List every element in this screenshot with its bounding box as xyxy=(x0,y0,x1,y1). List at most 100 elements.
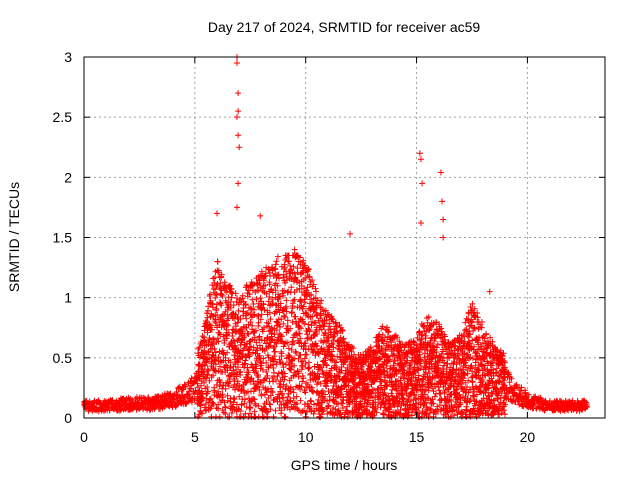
data-point xyxy=(207,395,214,402)
data-point xyxy=(518,384,525,391)
data-point xyxy=(300,375,307,382)
data-point xyxy=(258,311,265,318)
data-point xyxy=(330,344,337,351)
data-point xyxy=(298,383,305,390)
data-point xyxy=(403,385,410,392)
data-point xyxy=(502,364,509,371)
data-point xyxy=(294,269,301,276)
data-point xyxy=(372,399,379,406)
x-tick-label: 10 xyxy=(298,429,314,445)
data-point xyxy=(224,392,231,399)
data-point xyxy=(437,390,444,397)
data-point xyxy=(273,361,280,368)
data-point xyxy=(434,341,441,348)
data-point xyxy=(215,267,222,274)
data-point xyxy=(336,322,343,329)
x-tick-label: 5 xyxy=(191,429,199,445)
data-point xyxy=(300,303,307,310)
data-point xyxy=(394,403,401,410)
data-point xyxy=(234,295,241,302)
y-tick-label: 1.5 xyxy=(53,230,73,246)
data-point xyxy=(500,350,507,357)
data-point xyxy=(477,388,484,395)
data-point xyxy=(194,380,201,387)
data-point xyxy=(297,297,304,304)
data-point xyxy=(291,362,298,369)
data-point xyxy=(257,359,264,366)
data-point xyxy=(437,169,444,176)
data-point xyxy=(271,369,278,376)
data-point xyxy=(333,359,340,366)
data-point xyxy=(305,365,312,372)
data-point xyxy=(109,397,116,404)
data-point xyxy=(239,295,246,302)
data-point xyxy=(421,354,428,361)
data-point xyxy=(469,378,476,385)
data-point xyxy=(222,410,229,417)
data-point xyxy=(216,413,223,420)
data-point xyxy=(258,306,265,313)
data-point xyxy=(261,324,268,331)
data-point xyxy=(280,343,287,350)
data-point xyxy=(393,387,400,394)
data-point xyxy=(313,374,320,381)
data-point xyxy=(481,365,488,372)
data-point xyxy=(420,322,427,329)
data-point xyxy=(225,322,232,329)
data-point xyxy=(399,392,406,399)
data-point xyxy=(209,300,216,307)
data-point xyxy=(291,246,298,253)
data-point xyxy=(328,365,335,372)
data-point xyxy=(227,298,234,305)
data-point xyxy=(427,380,434,387)
data-point xyxy=(212,361,219,368)
data-point xyxy=(324,378,331,385)
data-point xyxy=(523,393,530,400)
data-point xyxy=(249,281,256,288)
data-point xyxy=(415,404,422,411)
data-point xyxy=(268,330,275,337)
data-point xyxy=(265,266,272,273)
data-point xyxy=(269,301,276,308)
data-point xyxy=(479,378,486,385)
data-point xyxy=(250,395,257,402)
data-point xyxy=(212,368,219,375)
data-point xyxy=(256,386,263,393)
data-point xyxy=(584,403,591,410)
data-point xyxy=(480,354,487,361)
data-point xyxy=(369,413,376,420)
data-point xyxy=(322,391,329,398)
data-point xyxy=(408,344,415,351)
data-point xyxy=(210,289,217,296)
data-point xyxy=(484,345,491,352)
data-point xyxy=(210,372,217,379)
data-point xyxy=(228,294,235,301)
data-point xyxy=(302,389,309,396)
data-point xyxy=(467,396,474,403)
data-point xyxy=(201,379,208,386)
data-point xyxy=(253,383,260,390)
y-tick-label: 2.5 xyxy=(53,109,73,125)
data-point xyxy=(286,258,293,265)
data-point xyxy=(290,339,297,346)
data-point xyxy=(309,313,316,320)
data-point xyxy=(537,394,544,401)
data-point xyxy=(260,355,267,362)
data-point xyxy=(296,324,303,331)
data-point xyxy=(216,330,223,337)
data-point xyxy=(278,407,285,414)
data-point xyxy=(347,230,354,237)
data-point xyxy=(277,323,284,330)
data-point xyxy=(231,352,238,359)
data-point xyxy=(379,323,386,330)
data-point xyxy=(315,350,322,357)
data-series xyxy=(81,54,591,420)
data-point xyxy=(278,350,285,357)
data-point xyxy=(293,349,300,356)
x-tick-label: 20 xyxy=(520,429,536,445)
data-point xyxy=(501,359,508,366)
data-point xyxy=(322,307,329,314)
data-point xyxy=(422,335,429,342)
data-point xyxy=(479,397,486,404)
data-point xyxy=(302,346,309,353)
